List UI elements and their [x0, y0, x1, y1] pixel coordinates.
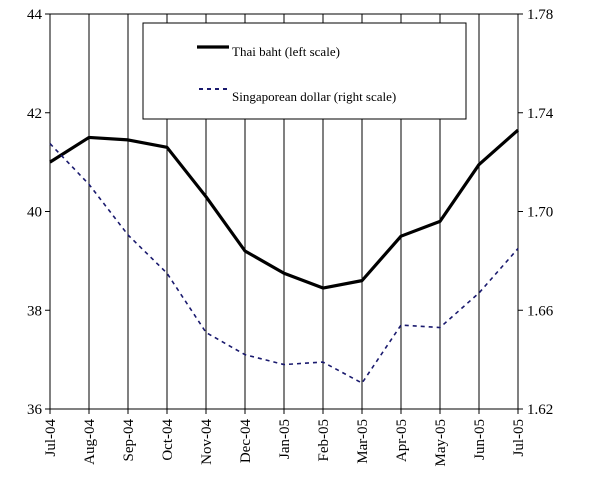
- legend: Thai baht (left scale) Singaporean dolla…: [142, 22, 467, 120]
- series-lines: [49, 128, 520, 384]
- left-tick-label-40: 40: [27, 205, 42, 221]
- left-tick-label-44: 44: [27, 7, 43, 23]
- x-tick-label-nov-04: Nov-04: [199, 419, 215, 465]
- right-tick-label-1-62: 1.62: [527, 402, 553, 418]
- left-tick-label-38: 38: [27, 303, 42, 319]
- x-axis: Jul-04 Aug-04 Sep-04 Oct-04 Nov-04 Dec-04 Jan-…: [43, 409, 527, 467]
- right-axis: 1.62 1.66 1.70 1.74 1.78: [518, 7, 554, 418]
- legend-box: [142, 22, 467, 120]
- x-tick-label-jul-05: Jul-05: [511, 419, 527, 457]
- x-tick-label-jul-04: Jul-04: [43, 419, 59, 457]
- legend-label-thai-baht: Thai baht (left scale): [232, 44, 340, 59]
- x-tick-label-jun-05: Jun-05: [472, 419, 488, 460]
- right-tick-label-1-66: 1.66: [527, 303, 554, 319]
- right-tick-label-1-70: 1.70: [527, 205, 553, 221]
- left-tick-label-42: 42: [27, 106, 42, 122]
- x-tick-label-sep-04: Sep-04: [121, 419, 137, 462]
- x-tick-label-feb-05: Feb-05: [316, 419, 332, 462]
- x-tick-label-may-05: May-05: [433, 419, 449, 467]
- x-tick-label-dec-04: Dec-04: [238, 419, 254, 464]
- left-tick-label-36: 36: [27, 402, 43, 418]
- right-tick-label-1-74: 1.74: [527, 106, 554, 122]
- x-tick-label-oct-04: Oct-04: [160, 419, 176, 461]
- x-tick-label-jan-05: Jan-05: [277, 419, 293, 459]
- x-tick-label-mar-05: Mar-05: [355, 419, 371, 464]
- legend-label-singaporean-dollar: Singaporean dollar (right scale): [232, 89, 396, 104]
- right-tick-label-1-78: 1.78: [527, 7, 553, 23]
- x-tick-label-apr-05: Apr-05: [394, 419, 410, 462]
- left-axis: 36 38 40 42 44: [27, 7, 50, 418]
- x-tick-label-aug-04: Aug-04: [82, 419, 98, 465]
